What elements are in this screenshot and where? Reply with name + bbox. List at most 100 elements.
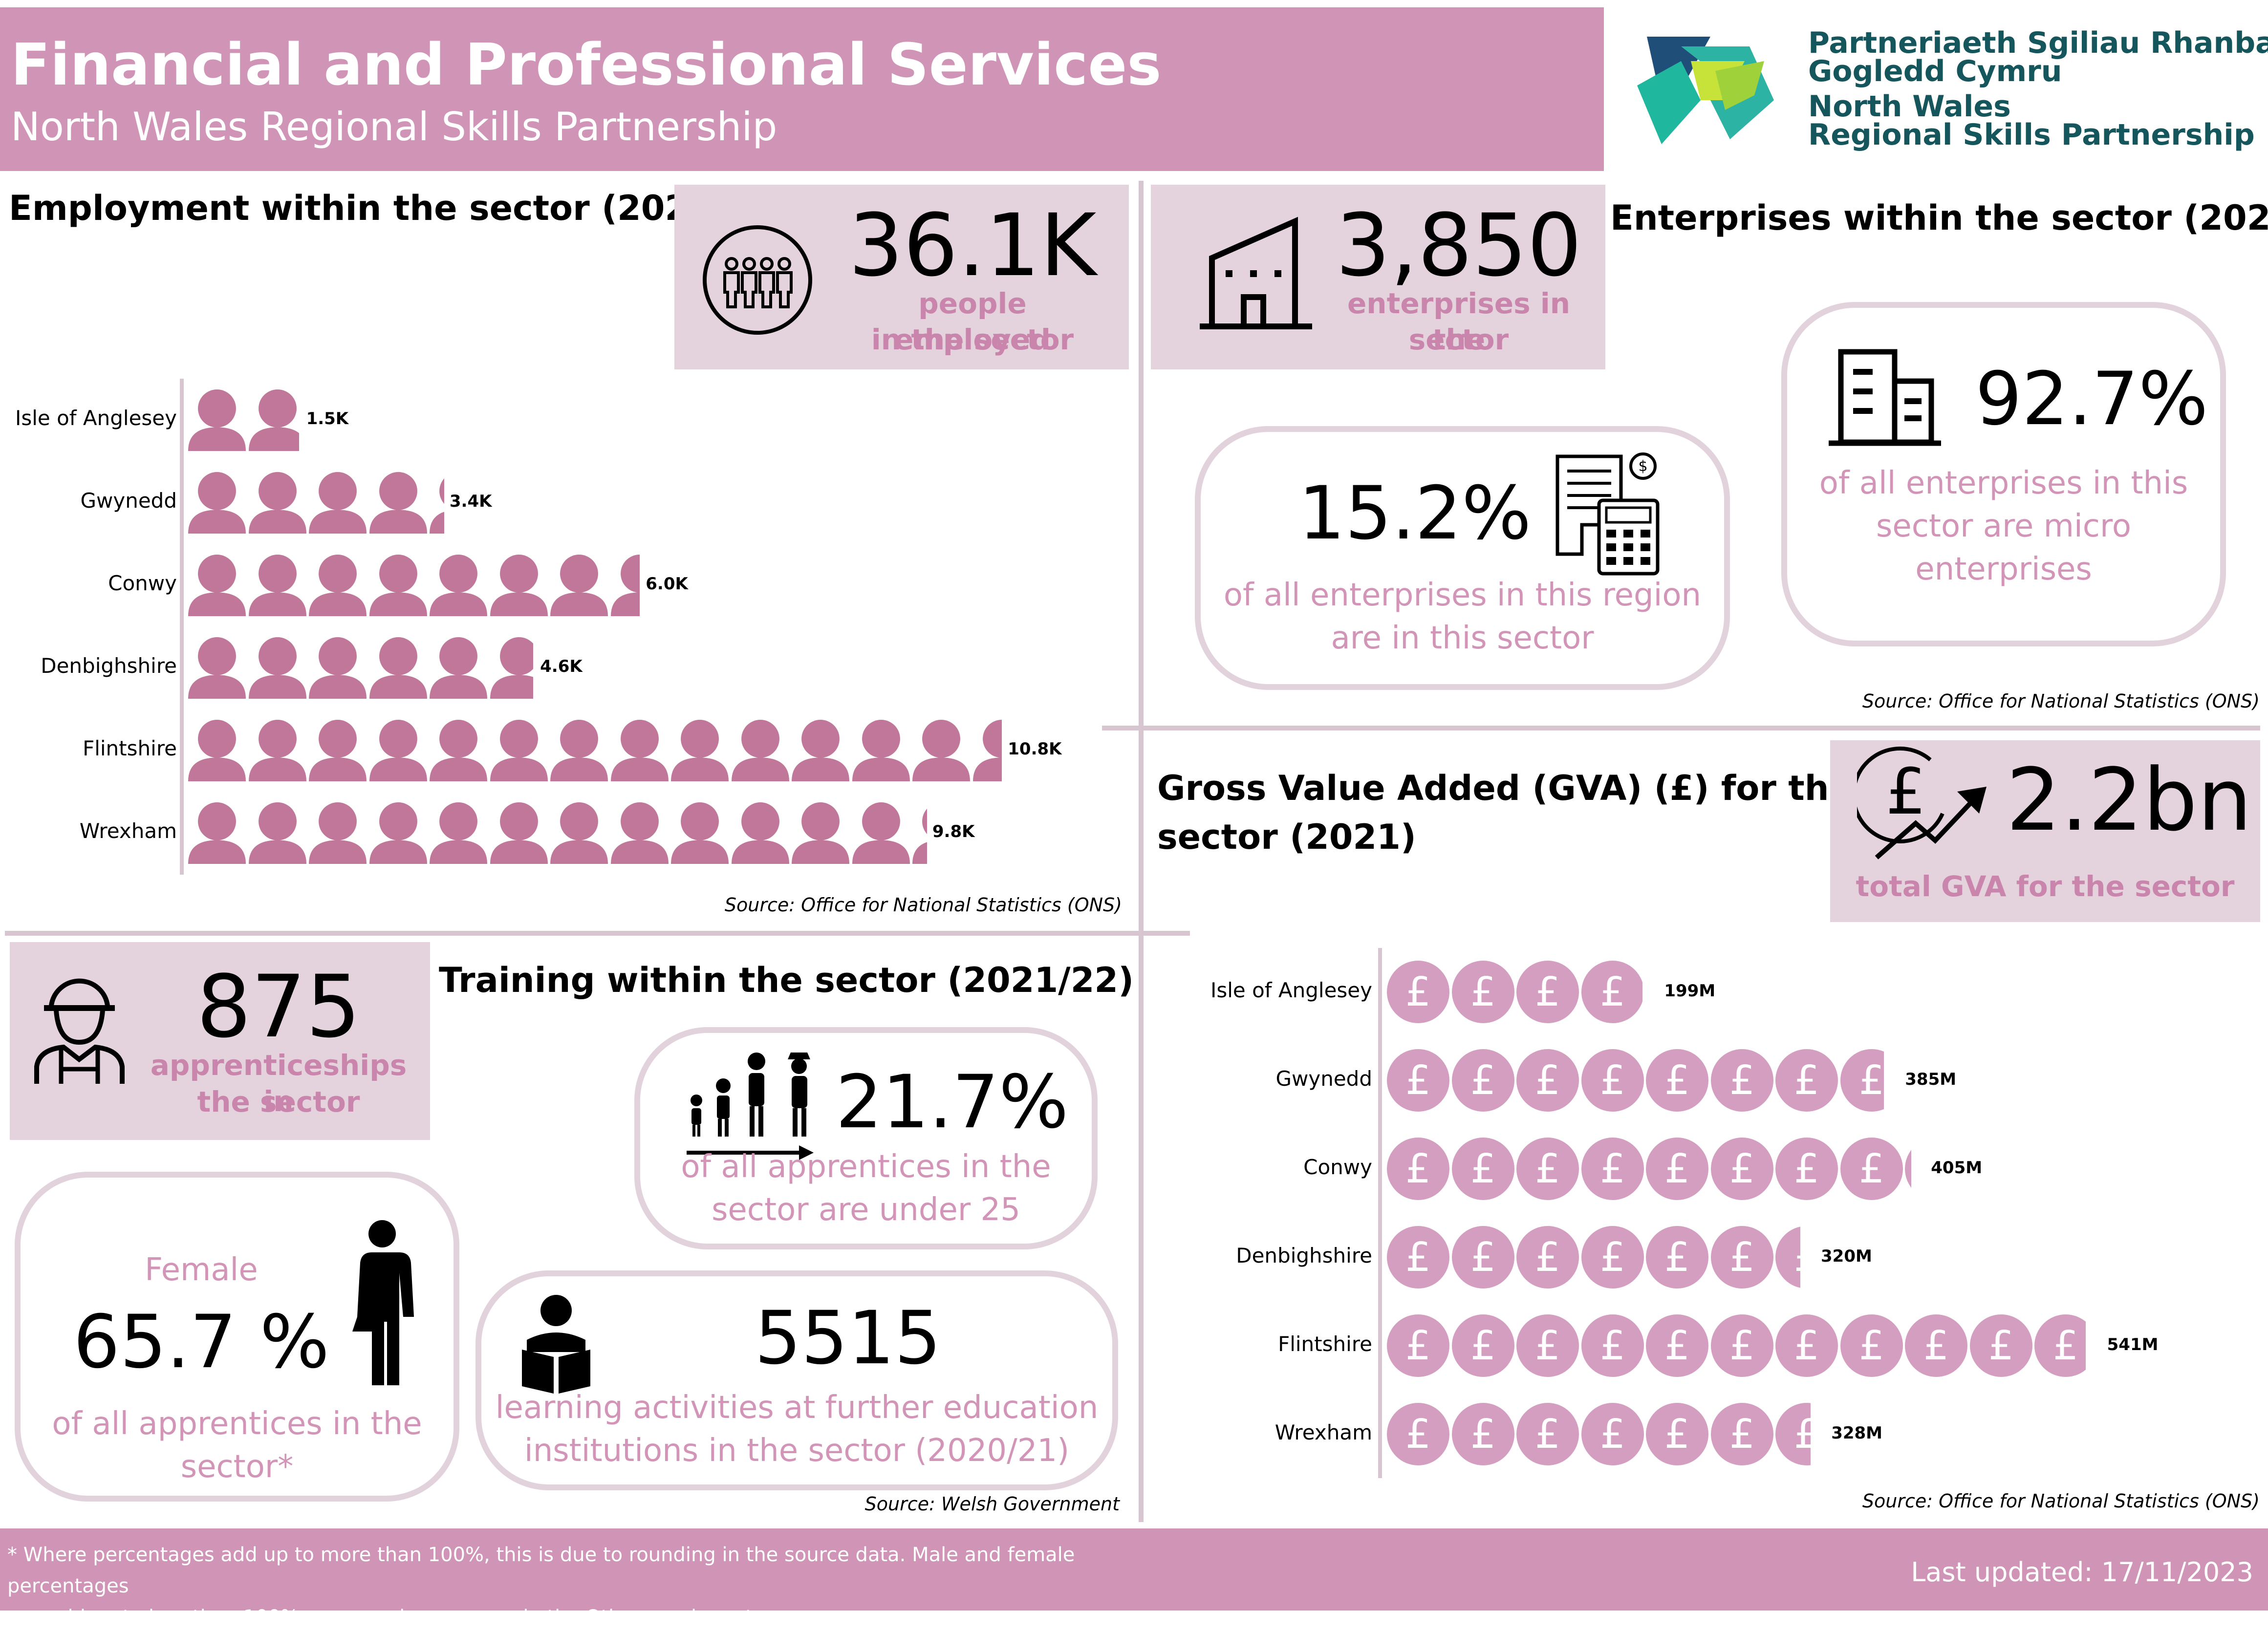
pound-coin-icon: £ [1646,1314,1708,1377]
person-icon [792,719,849,781]
pound-coin-icon: £ [1646,1226,1708,1289]
chart-value-label: 1.5K [306,409,349,429]
svg-text:£: £ [1470,1323,1495,1369]
svg-text:£: £ [1729,1411,1754,1458]
female-text-1: of all apprentices in the [52,1406,422,1442]
pound-coin-icon: £ [1905,1314,1967,1377]
svg-text:£: £ [1599,969,1625,1015]
chart-category-label: Gwynedd [1275,1067,1372,1091]
pound-coin-icon: £ [1646,1138,1708,1200]
female-value: 65.7 % [73,1300,330,1385]
gva-source: Source: Office for National Statistics (… [1862,1490,2260,1512]
svg-text:£: £ [1599,1234,1625,1281]
svg-text:£: £ [1729,1057,1754,1104]
svg-text:£: £ [1535,1411,1560,1458]
pound-growth-icon: £ [1857,746,1987,859]
pound-coin-icon: £ [1710,1226,1773,1289]
chart-category-label: Flintshire [1278,1332,1372,1356]
rsp-logo-icon [1637,37,1774,144]
chart-value-label: 9.8K [932,822,975,841]
pound-coin-icon: £ [1387,1138,1449,1200]
pound-coin-icon: £ [1775,1049,1838,1112]
pound-coin-icon: £ [1387,961,1449,1023]
person-icon [610,554,640,616]
employment-chart: Isle of Anglesey 1.5K Gwynedd 3.4K Conwy 6.0K… [0,0,1139,928]
pound-coin-icon: £ [1387,1049,1449,1112]
person-icon [188,388,246,451]
svg-text:£: £ [1664,1057,1690,1104]
apprenticeships-label-2: the sector [197,1085,360,1118]
pound-coin-icon: £ [1387,1226,1449,1289]
gva-chart: Isle of Anglesey £ £ £ £199M Gwynedd £ £ £ £ £ £ £ £3… [1210,961,2158,1465]
under25-text-2: sector are under 25 [712,1192,1020,1228]
female-text-2: sector* [180,1449,294,1485]
worker-helmet-icon [34,978,125,1084]
apprenticeships-label-1: apprenticeships in [150,1049,407,1118]
person-icon [912,719,970,781]
person-icon [248,471,306,534]
enterprises-source: Source: Office for National Statistics (… [1862,690,2260,712]
logo-text-welsh-2: Gogledd Cymru [1808,54,2062,88]
svg-text:£: £ [1664,1411,1690,1458]
svg-text:£: £ [1470,1234,1495,1281]
employment-label-2: in the sector [871,323,1074,356]
gva-chart-axis [1378,948,1382,1478]
pound-coin-icon: £ [1710,1049,1773,1112]
person-icon [309,471,367,534]
learning-activities-value: 5515 [755,1296,941,1381]
employment-title: Employment within the sector (2021) [9,188,728,228]
svg-text:£: £ [1405,1411,1431,1458]
learning-activities-text-1: learning activities at further education [495,1390,1099,1426]
pound-coin-icon: £ [1581,1226,1644,1289]
logo-text-english-1: North Wales [1808,89,2011,124]
chart-category-label: Denbighshire [41,654,177,678]
female-figure-icon [352,1220,414,1385]
person-icon [430,801,487,864]
svg-text:£: £ [1599,1323,1625,1369]
header-banner: Financial and Professional Services Nort… [0,7,1604,171]
region-share-text-2: are in this sector [1331,620,1594,656]
pound-coin-icon: £ [1451,1226,1514,1289]
svg-text:£: £ [1470,1146,1495,1192]
svg-text:£: £ [1729,1323,1754,1369]
svg-text:£: £ [1794,1234,1800,1281]
svg-text:£: £ [1405,1146,1431,1192]
female-box: Female 65.7 % of all apprentices in the … [15,1172,459,1502]
pound-coin-icon: £ [1710,1403,1773,1465]
pound-coin-icon: £ [1581,1138,1644,1200]
rsp-logo: Partneriaeth Sgiliau Rhanbarthol Gogledd… [1627,27,2268,164]
employment-value: 36.1K [848,195,1097,296]
svg-text:£: £ [1535,1057,1560,1104]
people-group-icon [703,225,812,335]
svg-text:£: £ [1405,969,1431,1015]
person-icon [972,719,1002,781]
person-icon [188,801,246,864]
micro-share-box: 92.7% of all enterprises in this sector … [1781,302,2226,646]
micro-share-text-3: enterprises [1915,551,2092,587]
footnote: * Where percentages add up to more than … [7,1539,1180,1633]
svg-text:£: £ [1470,1057,1495,1104]
pound-coin-icon: £ [1775,1138,1838,1200]
chart-value-label: 385M [1905,1070,1957,1089]
age-group-icon [687,1053,814,1160]
gva-label: total GVA for the sector [1856,870,2235,903]
person-icon [369,801,427,864]
pound-coin-icon: £ [1905,1138,1911,1200]
person-icon [248,388,299,451]
svg-text:£: £ [1470,1411,1495,1458]
pound-coin-icon: £ [1387,1314,1449,1377]
chart-value-label: 199M [1664,981,1716,1001]
pound-coin-icon: £ [1646,1403,1708,1465]
person-icon [188,636,246,699]
gva-stat-card: £ 2.2bn total GVA for the sector [1830,740,2260,922]
person-icon [309,636,367,699]
pound-coin-icon: £ [1516,1403,1579,1465]
horizontal-divider-right [1102,726,2260,731]
person-icon [369,719,427,781]
chart-category-label: Denbighshire [1236,1244,1372,1268]
svg-text:£: £ [1470,969,1495,1015]
pound-coin-icon: £ [1516,1138,1579,1200]
person-icon [309,719,367,781]
under25-box: 21.7% of all apprentices in the sector a… [634,1027,1098,1249]
chart-category-label: Conwy [108,571,177,595]
